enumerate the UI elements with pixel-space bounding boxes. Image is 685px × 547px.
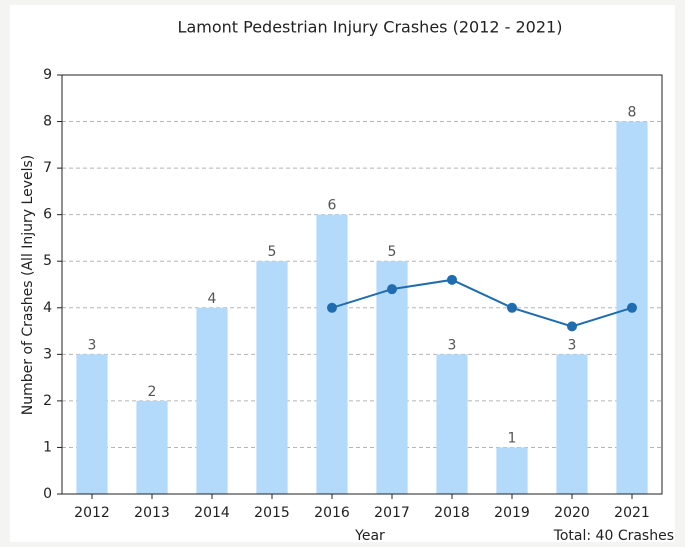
line — [331, 278, 633, 328]
x-tick-label: 2020 — [554, 505, 590, 521]
chart-title: Lamont Pedestrian Injury Crashes (2012 -… — [178, 18, 563, 37]
x-tick-label: 2016 — [314, 505, 350, 521]
y-tick-label: 0 — [43, 486, 52, 502]
bar — [376, 261, 408, 494]
bar — [136, 400, 168, 494]
line-point — [447, 274, 457, 285]
x-axis-label: Year — [354, 528, 385, 544]
y-tick-label: 8 — [43, 114, 52, 130]
line-point — [627, 302, 637, 313]
data-label: 5 — [388, 244, 397, 260]
y-tick-label: 3 — [43, 346, 52, 362]
bar — [196, 307, 228, 494]
data-label: 4 — [208, 291, 217, 307]
x-tick-label: 2019 — [494, 505, 530, 521]
y-tick-label: 1 — [43, 439, 52, 455]
plot-frame — [61, 74, 663, 495]
bar — [76, 354, 108, 494]
bar — [556, 354, 588, 494]
annotation: Total: 40 Crashes — [553, 528, 674, 544]
x-tick-label: 2017 — [374, 505, 410, 521]
line-point — [507, 302, 517, 313]
data-label: 1 — [508, 430, 517, 446]
x-tick-label: 2014 — [194, 505, 230, 521]
y-tick-label: 4 — [43, 300, 52, 316]
bar — [436, 354, 468, 494]
y-tick-label: 2 — [43, 393, 52, 409]
line-point — [327, 302, 337, 313]
bar — [496, 447, 528, 494]
y-tick-label: 7 — [43, 160, 52, 176]
data-label: 5 — [268, 244, 277, 260]
x-tick-label: 2021 — [614, 505, 650, 521]
bar — [316, 214, 348, 494]
line-point — [387, 284, 397, 295]
x-tick-label: 2018 — [434, 505, 470, 521]
x-tick-label: 2015 — [254, 505, 290, 521]
data-label: 3 — [568, 337, 577, 353]
y-axis-label: Number of Crashes (All Injury Levels) — [20, 155, 36, 416]
data-label: 8 — [628, 105, 637, 121]
y-tick-label: 9 — [43, 67, 52, 83]
data-label: 3 — [88, 337, 97, 353]
data-label: 6 — [328, 198, 337, 214]
bar — [256, 261, 288, 494]
data-label: 2 — [148, 384, 157, 400]
x-tick-label: 2012 — [74, 505, 110, 521]
x-tick-label: 2013 — [134, 505, 170, 521]
line-point — [567, 321, 577, 332]
y-tick-label: 6 — [43, 207, 52, 223]
data-label: 3 — [448, 337, 457, 353]
y-tick-label: 5 — [43, 253, 52, 269]
